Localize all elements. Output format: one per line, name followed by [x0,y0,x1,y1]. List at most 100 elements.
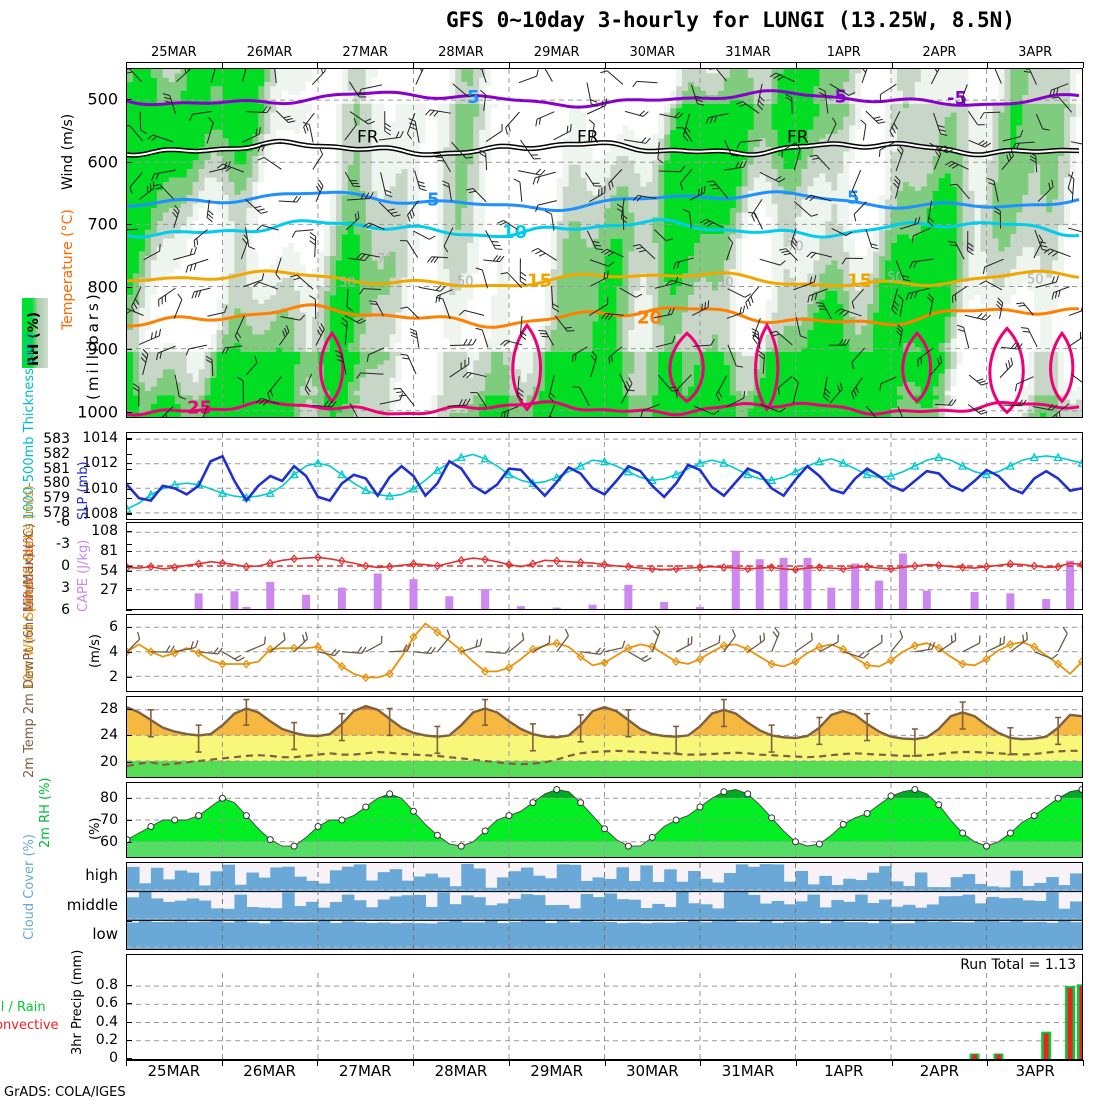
y-axis-tick [126,1003,132,1005]
y-axis-label: 20 [100,753,118,770]
axis-tick [413,1060,415,1066]
y-axis-label: -6 [56,514,70,530]
y-axis-tick [126,551,132,553]
y-axis-tick [126,498,132,499]
run-total-label: Run Total = 1.13 [960,957,1076,973]
bottom-date-label: 28MAR [434,1062,488,1080]
svg-text:-5: -5 [827,86,847,107]
cape-lifted-index-panel[interactable] [126,522,1083,610]
rh2m-panel[interactable] [126,782,1083,858]
svg-text:-5: -5 [947,88,967,109]
svg-text:20: 20 [637,308,662,329]
axis-tick [508,1060,510,1066]
top-date-label: 28MAR [438,45,484,60]
top-date-label: 30MAR [629,45,676,60]
axis-tick [126,62,127,68]
bottom-date-label: 31MAR [721,1062,775,1080]
label-rh2m-units: (%) [88,817,103,841]
y-axis-tick [126,570,132,572]
bottom-date-label: 29MAR [530,1062,583,1080]
upper-air-label-temperature: Temperature (°C) [60,209,76,330]
y-axis-label: 70 [100,812,118,828]
cloud-cover-panel[interactable] [126,862,1083,950]
label-cloud-cover: Cloud Cover (%) [22,834,37,940]
temp-dewpt-plot [127,697,1082,777]
label-precip-axis: 3hr Precip (mm) [70,949,85,1055]
slp-thickness-plot [127,433,1082,519]
y-axis-tick [126,522,132,523]
bottom-date-label: 1APR [824,1062,864,1080]
y-axis-label: 54 [100,562,118,579]
bottom-date-label: 30MAR [625,1062,679,1080]
svg-text:5: 5 [427,190,440,211]
cloud-row-label-middle: middle [66,895,118,914]
cape-lifted-index-plot [127,523,1082,609]
y-axis-tick [126,531,132,533]
axis-tick [508,62,510,68]
y-axis-label: 6 [61,602,70,618]
y-axis-label: 1012 [82,455,118,472]
y-axis-label: 581 [43,460,70,477]
svg-text:FR: FR [357,128,379,148]
y-axis-tick [126,438,132,440]
label-cape: CAPE (J/kg) [76,539,91,612]
svg-text:15: 15 [847,270,872,291]
y-axis-label: 6 [109,618,118,635]
y-axis-tick [126,463,132,465]
top-date-label: 29MAR [533,45,580,60]
bottom-date-label: 3APR [1015,1062,1055,1080]
top-date-label: 31MAR [725,45,771,60]
y-axis-label: 0.2 [95,1031,118,1048]
precip-panel[interactable]: Run Total = 1.13 [126,954,1083,1060]
y-axis-tick [126,985,132,987]
y-axis-label: 578 [43,504,70,521]
svg-text:25: 25 [187,398,212,417]
svg-text:50: 50 [887,271,904,286]
label-precip-convective: Convective [0,1018,59,1033]
axis-tick [1083,1060,1084,1066]
label-precip-total: Total / Rain [0,1000,46,1015]
y-axis-tick [126,820,132,821]
axis-tick [891,1060,893,1066]
svg-text:15: 15 [527,270,552,291]
y-axis-label: 500 [87,89,118,109]
y-axis-label: 600 [87,152,118,172]
bottom-date-label: 26MAR [243,1062,296,1080]
axis-tick [891,62,893,68]
y-axis-label: 0 [61,558,70,574]
y-axis-label: 1000 [77,402,118,422]
y-axis-label: 800 [87,277,118,297]
y-axis-tick [126,566,132,567]
top-date-label: 3APR [1018,45,1053,60]
axis-tick [987,62,989,68]
top-date-label: 26MAR [246,45,293,60]
axis-tick [604,62,606,68]
svg-text:50: 50 [339,276,356,291]
cloud-row-label-high: high [85,866,118,885]
axis-tick [221,62,223,68]
y-axis-label: -3 [56,536,70,552]
y-axis-tick [126,842,132,844]
svg-text:50: 50 [457,274,474,289]
y-axis-tick [126,468,132,470]
top-date-label: 2APR [922,45,957,60]
y-axis-tick [126,483,132,485]
y-axis-tick [126,797,132,799]
temp-dewpt-panel[interactable] [126,696,1083,778]
y-axis-tick [126,488,132,490]
y-axis-label: 579 [43,490,70,506]
y-axis-tick [126,761,132,763]
y-axis-label: 0.6 [95,995,118,1012]
slp-thickness-panel[interactable] [126,432,1083,520]
y-axis-label: 80 [100,789,118,806]
upper-air-panel[interactable]: 50 50 50 50 50 70 70 70 5 -5 -5 5 5 10 15 15 20 25 FR FR FR [126,68,1083,418]
y-axis-tick [126,735,132,737]
wind10m-panel[interactable] [126,614,1083,692]
label-rh2m: 2m RH (%) [38,777,53,848]
axis-rule [126,1060,1083,1061]
y-axis-label: 900 [87,339,118,359]
footer-credit: GrADS: COLA/IGES [4,1085,126,1100]
axis-tick [317,62,319,68]
y-axis-label: 1010 [82,480,118,497]
